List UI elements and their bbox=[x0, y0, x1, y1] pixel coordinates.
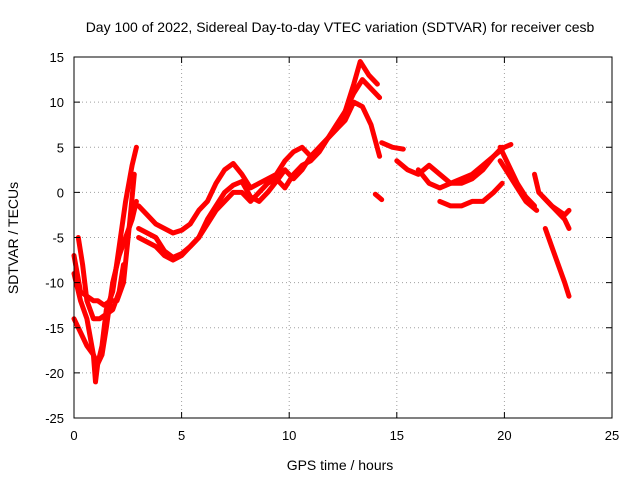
y-tick-label: 5 bbox=[57, 140, 64, 155]
x-tick-label: 10 bbox=[282, 428, 296, 443]
series-arc-13 bbox=[497, 144, 537, 209]
y-tick-label: -20 bbox=[45, 366, 64, 381]
series-arc-6 bbox=[136, 59, 380, 260]
y-tick-label: 15 bbox=[50, 50, 64, 65]
x-tick-label: 15 bbox=[390, 428, 404, 443]
axis-ticks: 0 5 10 15 20 25 -25 -20 -15 -10 -5 0 5 10 15 bbox=[45, 50, 619, 443]
x-tick-label: 25 bbox=[605, 428, 619, 443]
series-arc-3 bbox=[71, 144, 139, 385]
y-tick-label: -5 bbox=[52, 231, 64, 246]
x-axis-label: GPS time / hours bbox=[287, 457, 394, 473]
y-tick-label: 10 bbox=[50, 95, 64, 110]
series-arc-11 bbox=[415, 144, 505, 191]
y-tick-label: 0 bbox=[57, 185, 64, 200]
series-arc-14 bbox=[497, 158, 540, 213]
data-series bbox=[71, 59, 572, 385]
series-arc-7 bbox=[136, 99, 383, 263]
series-arc-4 bbox=[75, 235, 126, 322]
series-arc-16 bbox=[540, 194, 572, 218]
y-axis-label: SDTVAR / TECUs bbox=[5, 182, 21, 294]
grid-lines bbox=[74, 57, 612, 418]
series-arc-12 bbox=[437, 180, 505, 209]
series-arc-10 bbox=[394, 142, 514, 186]
series-arc-15 bbox=[532, 171, 572, 231]
y-tick-label: -15 bbox=[45, 321, 64, 336]
x-tick-label: 5 bbox=[178, 428, 185, 443]
chart-title: Day 100 of 2022, Sidereal Day-to-day VTE… bbox=[86, 19, 595, 35]
series-arc-8 bbox=[372, 191, 385, 203]
x-tick-label: 20 bbox=[497, 428, 511, 443]
y-tick-label: -10 bbox=[45, 276, 64, 291]
series-arc-17 bbox=[542, 226, 572, 299]
y-tick-label: -25 bbox=[45, 411, 64, 426]
x-tick-label: 0 bbox=[70, 428, 77, 443]
series-arc-9 bbox=[379, 140, 406, 152]
